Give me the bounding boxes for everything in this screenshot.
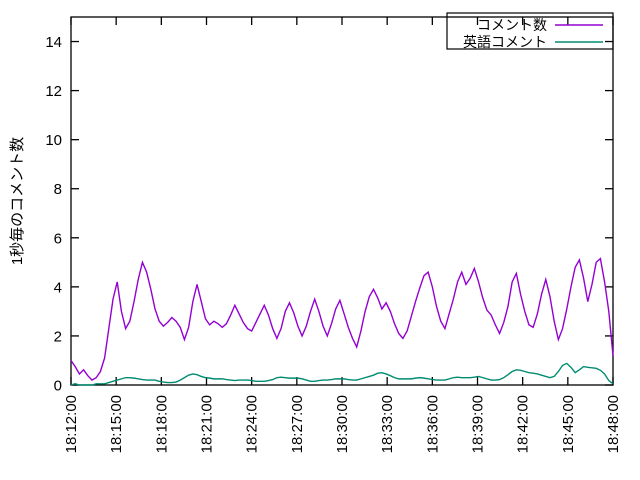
x-tick-label: 18:48:00: [605, 395, 622, 453]
y-tick-label: 2: [54, 328, 62, 345]
series-line-english-comment: [70, 362, 614, 386]
y-axis-title: 1秒毎のコメント数: [9, 137, 26, 265]
x-tick-label: 18:42:00: [515, 395, 532, 453]
x-tick-label: 18:45:00: [560, 395, 577, 453]
x-tick-label: 18:21:00: [199, 395, 216, 453]
y-tick-label: 4: [54, 279, 62, 296]
y-axis: 0 2 4 6 8 10 12 14: [45, 34, 613, 395]
x-tick-label: 18:18:00: [153, 395, 170, 453]
x-tick-label: 18:39:00: [470, 395, 487, 453]
legend-box: [446, 12, 614, 50]
x-tick-label: 18:33:00: [379, 395, 396, 453]
x-tick-label: 18:24:00: [244, 395, 261, 453]
x-tick-label: 18:36:00: [424, 395, 441, 453]
legend-label-comment-count: コメント数: [477, 17, 547, 33]
y-tick-label: 14: [45, 34, 62, 51]
y-tick-label: 0: [54, 378, 62, 395]
y-tick-label: 12: [45, 83, 62, 100]
x-tick-label: 18:15:00: [108, 395, 125, 453]
x-axis: 18:12:00 18:15:00 18:18:00 18:21:00 18:24:00…: [63, 17, 622, 453]
x-tick-label: 18:30:00: [334, 395, 351, 453]
series-line-comment-count: [70, 257, 614, 381]
y-tick-label: 6: [54, 230, 62, 247]
y-tick-label: 8: [54, 181, 62, 198]
plot-frame: [70, 16, 614, 386]
legend-label-english-comment: 英語コメント: [463, 34, 547, 50]
data-series-group: [70, 257, 614, 386]
x-tick-label: 18:12:00: [63, 395, 80, 453]
x-tick-label: 18:27:00: [289, 395, 306, 453]
y-tick-label: 10: [45, 132, 62, 149]
